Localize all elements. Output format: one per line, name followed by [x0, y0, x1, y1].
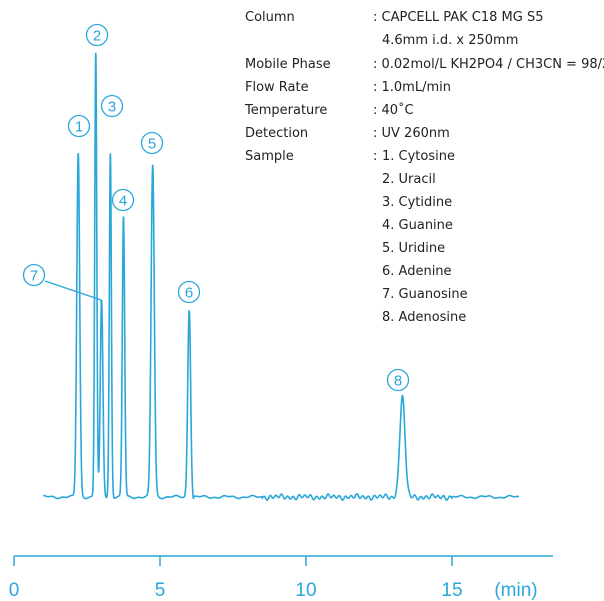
chromatogram-trace-layer	[43, 52, 520, 501]
peak-label-circle	[22, 263, 46, 287]
sample-item: 3. Cytidine	[382, 195, 453, 210]
peak-label-circle	[100, 94, 124, 118]
peak-label-number: 1	[75, 119, 83, 136]
sample-item: 8. Adenosine	[382, 310, 467, 325]
peak-label-number: 4	[119, 193, 127, 210]
sample-label: Sample	[245, 149, 294, 164]
x-tick-label: 15	[441, 580, 462, 601]
sample-item: 2. Uracil	[382, 172, 436, 187]
x-tick-label: 0	[9, 580, 20, 601]
sample-item: 7. Guanosine	[382, 287, 468, 302]
detection-label: Detection	[245, 126, 309, 141]
peak-label-circle	[177, 280, 201, 304]
peak-label-circle	[140, 131, 164, 155]
x-tick-label: 10	[295, 580, 316, 601]
mobile-phase-value: : 0.02mol/L KH2PO4 / CH3CN = 98/2	[373, 57, 604, 72]
peak-label-circle	[111, 188, 135, 212]
peak-label-number: 5	[148, 136, 156, 153]
peak-label-number: 3	[108, 99, 116, 116]
x-tick-label: 5	[155, 580, 166, 601]
peak-label-circle	[386, 368, 410, 392]
peak-label-number: 6	[185, 285, 193, 302]
peak-label-number: 8	[394, 373, 402, 390]
sample-item: 4. Guanine	[382, 218, 453, 233]
peak-label-circle	[67, 114, 91, 138]
column-value: : CAPCELL PAK C18 MG S5	[373, 10, 544, 25]
sample-item: 1. Cytosine	[382, 149, 455, 164]
detection-value: : UV 260nm	[373, 126, 450, 141]
flow-rate-value: : 1.0mL/min	[373, 80, 451, 95]
column-dimensions: 4.6mm i.d. x 250mm	[382, 33, 519, 48]
sample-item: 5. Uridine	[382, 241, 446, 256]
column-label: Column	[245, 10, 295, 25]
peak-3-leader-line	[44, 280, 102, 303]
chromatogram-trace	[43, 52, 520, 501]
peak-labels: 1 2 3 4 5 6 7 8	[22, 23, 410, 392]
sample-item: 6. Adenine	[382, 264, 452, 279]
x-axis-unit-label: (min)	[494, 580, 537, 601]
peak-label-number: 2	[93, 28, 101, 45]
peak-label-circle	[85, 23, 109, 47]
temperature-value: : 40˚C	[373, 103, 414, 118]
peak-label-number: 7	[30, 268, 38, 285]
mobile-phase-label: Mobile Phase	[245, 57, 331, 72]
flow-rate-label: Flow Rate	[245, 80, 309, 95]
x-axis: 0 5 10 15 (min)	[9, 555, 553, 601]
conditions-panel: Column : CAPCELL PAK C18 MG S5 4.6mm i.d…	[245, 10, 604, 340]
temperature-label: Temperature	[245, 103, 328, 118]
